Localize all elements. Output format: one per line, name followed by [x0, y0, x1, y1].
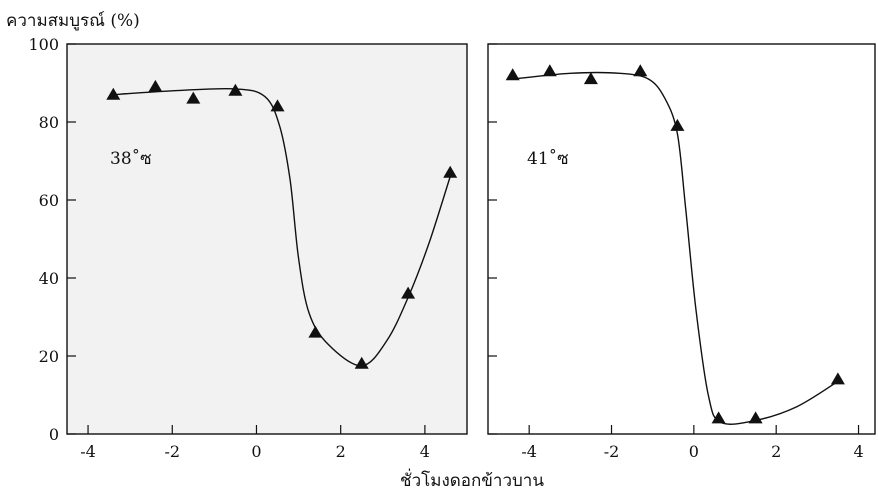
data-point-triangle [542, 64, 557, 77]
data-point-triangle [186, 91, 201, 104]
data-point-triangle [308, 325, 323, 338]
panel-temperature-label: 38˚ซ [110, 149, 152, 169]
x-tick-label: -4 [521, 442, 537, 461]
plot-frame [487, 43, 876, 435]
y-tick-label: 40 [39, 269, 59, 288]
panel-temperature-label: 41˚ซ [527, 149, 569, 169]
x-tick-label: -4 [80, 442, 96, 461]
data-point-triangle [583, 72, 598, 85]
chart-panels: 0 20 40 60 80 100 -4 -2 0 2 4 38˚ซ -4 -2 0 2 4 41˚ซ [28, 35, 876, 461]
y-tick-label: 60 [39, 191, 59, 210]
data-point-triangle [270, 99, 285, 112]
data-point-triangle [670, 118, 685, 131]
y-tick-label: 100 [28, 35, 59, 54]
data-point-triangle [748, 411, 763, 424]
y-tick-label: 80 [39, 113, 59, 132]
data-point-triangle [443, 165, 458, 178]
data-point-triangle [830, 372, 845, 385]
x-tick-label: 0 [251, 442, 261, 461]
x-tick-label: 0 [689, 442, 699, 461]
x-axis-title: ชั่วโมงดอกข้าวบาน [400, 468, 544, 491]
plot-frame [66, 43, 468, 435]
y-tick-label: 0 [49, 425, 59, 444]
x-tick-label: 4 [853, 442, 863, 461]
panel-2: -4 -2 0 2 4 41˚ซ [487, 43, 876, 461]
y-tick-label: 20 [39, 347, 59, 366]
data-point-triangle [505, 68, 520, 81]
x-tick-label: 4 [420, 442, 430, 461]
data-point-triangle [228, 83, 243, 96]
data-point-triangle [633, 64, 648, 77]
data-point-triangle [148, 79, 163, 92]
panel-1: 0 20 40 60 80 100 -4 -2 0 2 4 38˚ซ [28, 35, 468, 461]
y-axis-title: ความสมบูรณ์ (%) [6, 11, 140, 31]
x-tick-label: -2 [164, 442, 180, 461]
x-tick-label: 2 [336, 442, 346, 461]
data-point-triangle [401, 286, 416, 299]
data-point-triangle [711, 411, 726, 424]
data-point-triangle [106, 87, 121, 100]
x-tick-label: 2 [771, 442, 781, 461]
data-point-triangle [354, 356, 369, 369]
x-tick-label: -2 [604, 442, 620, 461]
